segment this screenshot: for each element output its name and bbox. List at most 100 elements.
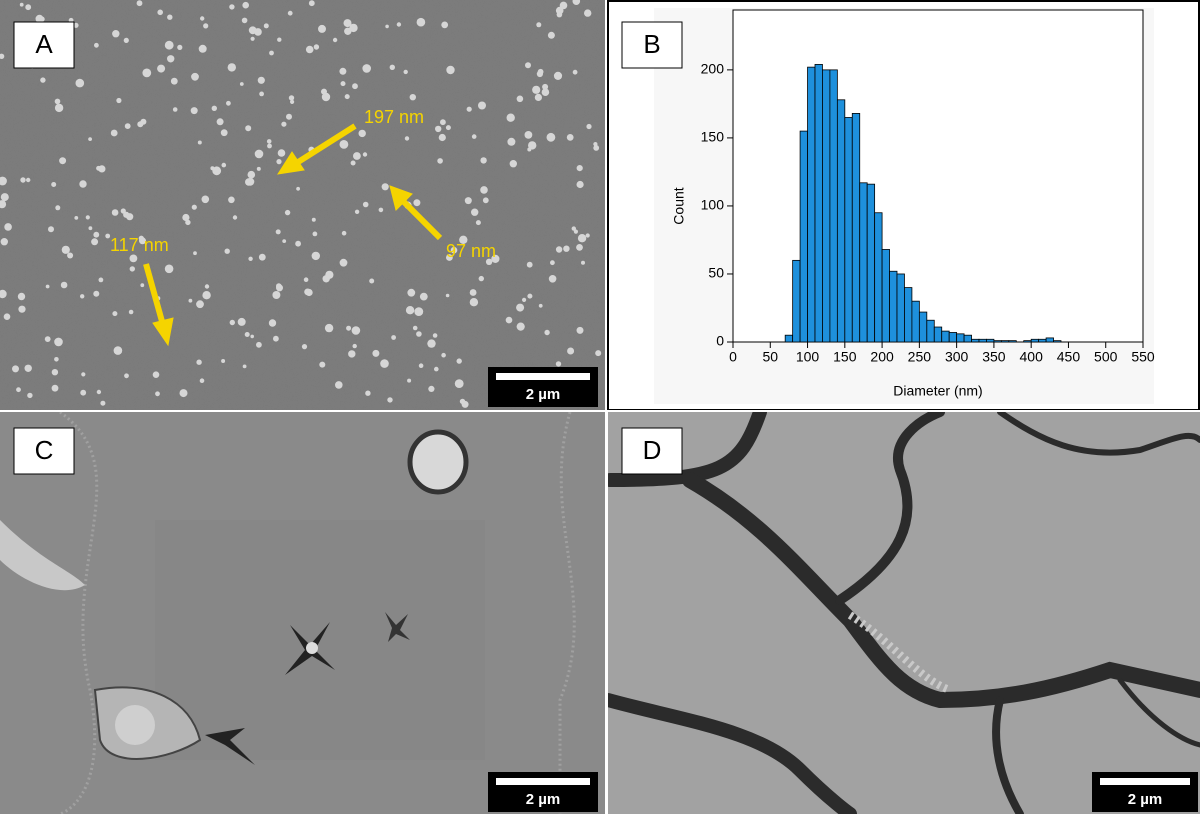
- particle: [369, 279, 374, 284]
- particle: [470, 289, 477, 296]
- particle: [480, 186, 488, 194]
- particle: [576, 244, 583, 251]
- particle: [267, 139, 272, 144]
- particle: [137, 0, 143, 6]
- particle: [532, 86, 540, 94]
- particle: [434, 367, 439, 372]
- particle: [391, 335, 396, 340]
- particle: [288, 11, 293, 16]
- x-tick-label: 150: [833, 349, 857, 365]
- particle: [116, 98, 121, 103]
- particle: [52, 385, 59, 392]
- particle: [563, 246, 569, 252]
- particle: [339, 68, 346, 75]
- particle: [507, 114, 515, 122]
- x-tick-label: 450: [1057, 349, 1081, 365]
- particle: [345, 94, 350, 99]
- particle: [273, 336, 279, 342]
- particle: [259, 254, 266, 261]
- bar: [964, 335, 971, 342]
- particle: [567, 348, 574, 355]
- x-tick-label: 0: [729, 349, 737, 365]
- particle: [314, 44, 319, 49]
- particle: [304, 289, 311, 296]
- particle: [539, 304, 543, 308]
- particle: [157, 10, 163, 16]
- particle: [123, 212, 129, 218]
- particle: [100, 401, 105, 406]
- bar: [890, 271, 897, 342]
- bar: [927, 320, 934, 342]
- particle: [581, 261, 585, 265]
- particle: [210, 166, 214, 170]
- particle: [269, 319, 276, 326]
- particle: [205, 284, 209, 288]
- particle: [257, 167, 261, 171]
- scale-bar: [496, 373, 590, 380]
- particle: [549, 275, 557, 283]
- particle: [407, 379, 411, 383]
- particle: [309, 0, 315, 6]
- particle: [40, 17, 45, 22]
- particle: [278, 149, 286, 157]
- particle: [255, 150, 264, 159]
- particle: [525, 62, 531, 68]
- particle: [251, 37, 255, 41]
- particle: [54, 357, 59, 362]
- particle: [155, 391, 160, 396]
- particle: [282, 239, 286, 243]
- particle: [240, 82, 244, 86]
- particle: [355, 210, 359, 214]
- particle: [91, 238, 98, 245]
- y-tick-label: 150: [701, 129, 725, 145]
- particle: [202, 291, 210, 299]
- bar: [986, 339, 993, 342]
- scale-bar-label: 2 µm: [1128, 791, 1163, 808]
- particle: [258, 77, 265, 84]
- particle: [16, 387, 21, 392]
- particle: [199, 45, 207, 53]
- particle: [200, 378, 205, 383]
- particle: [269, 51, 274, 56]
- particle: [313, 232, 318, 237]
- pit: [410, 432, 466, 492]
- particle: [115, 705, 155, 745]
- particle: [238, 318, 246, 326]
- particle: [417, 18, 426, 27]
- particle: [249, 26, 257, 34]
- particle: [1, 238, 8, 245]
- particle: [203, 23, 208, 28]
- bar: [919, 312, 926, 342]
- particle: [248, 257, 252, 261]
- y-tick-label: 50: [708, 265, 724, 281]
- particle: [20, 177, 25, 182]
- particle: [363, 152, 367, 156]
- particle: [572, 226, 576, 230]
- particle: [99, 278, 104, 283]
- particle: [441, 353, 446, 358]
- particle: [577, 181, 584, 188]
- particle: [577, 327, 584, 334]
- particle: [79, 180, 86, 187]
- bar: [972, 339, 979, 342]
- particle: [46, 285, 50, 289]
- sem-image: [0, 0, 605, 410]
- particle: [93, 232, 99, 238]
- particle: [325, 324, 333, 332]
- particle: [471, 209, 478, 216]
- bar: [837, 100, 844, 342]
- bar: [1054, 341, 1061, 342]
- particle: [277, 38, 281, 42]
- bar: [830, 70, 837, 342]
- panel-label: B: [643, 29, 660, 59]
- particle: [535, 94, 542, 101]
- particle: [537, 71, 543, 77]
- bar: [852, 113, 859, 342]
- particle: [226, 101, 231, 106]
- particle: [114, 346, 123, 355]
- particle: [346, 326, 351, 331]
- particle: [414, 307, 423, 316]
- particle: [525, 131, 533, 139]
- particle: [264, 23, 269, 28]
- particle: [165, 265, 174, 274]
